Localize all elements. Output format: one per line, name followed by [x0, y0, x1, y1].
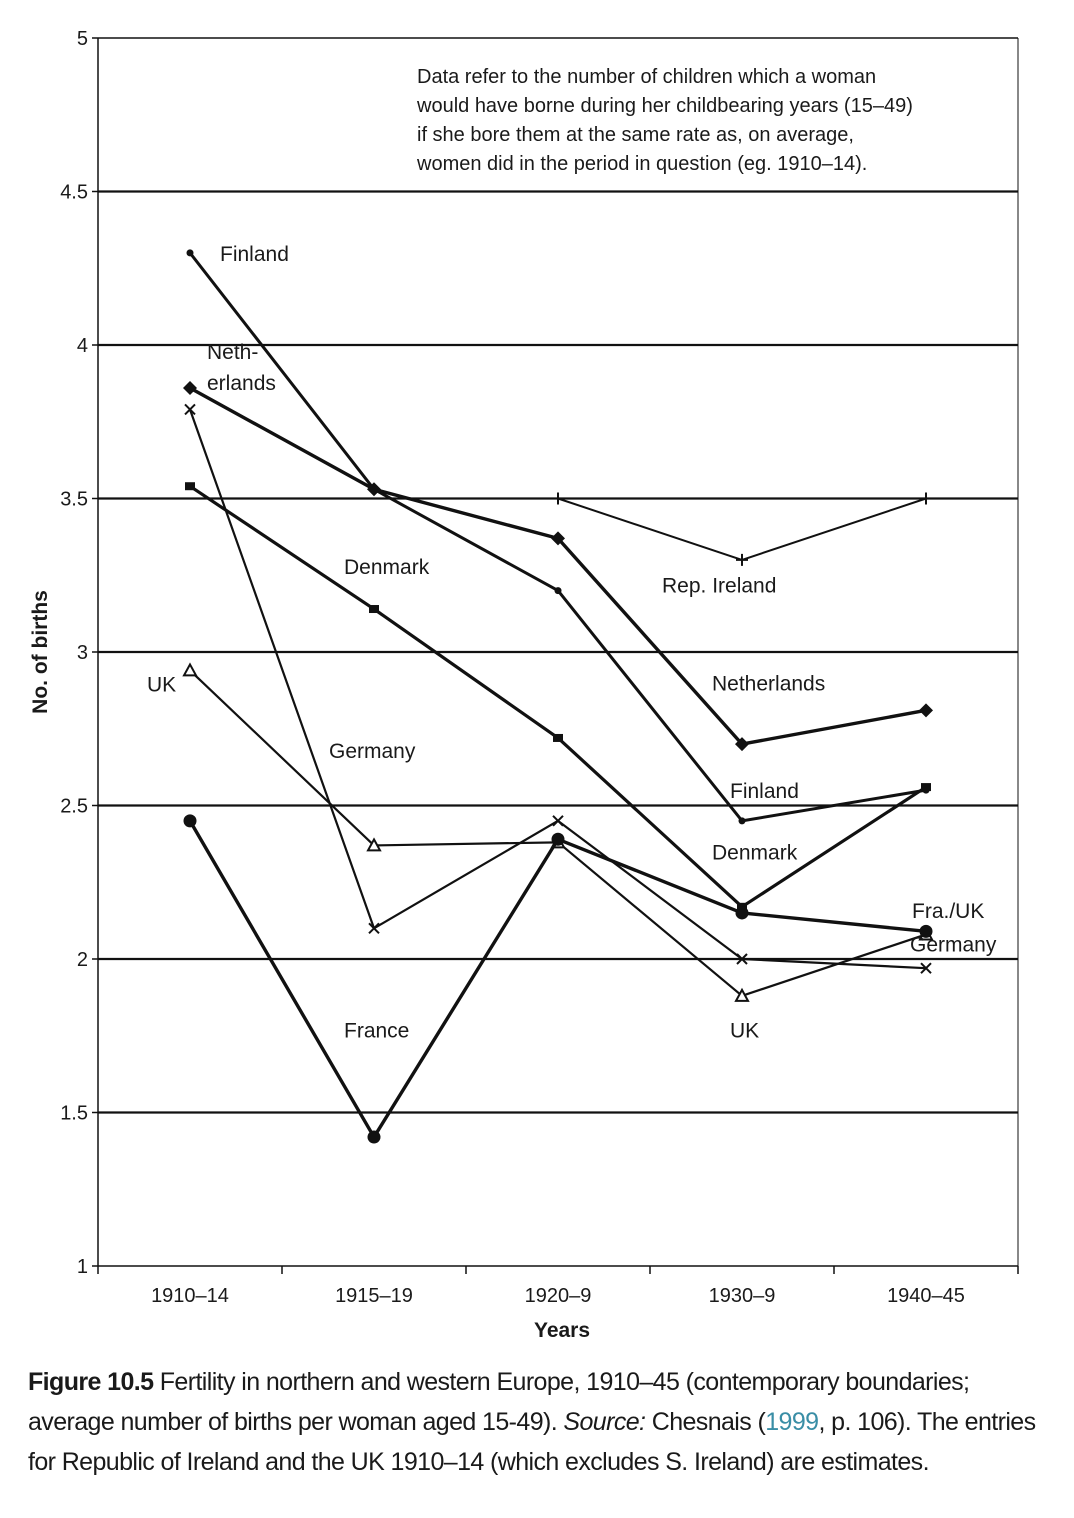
series-line-rep-ireland [557, 497, 927, 561]
series-line-france [188, 819, 927, 1139]
denmark-point [185, 482, 195, 491]
netherlands-point [919, 703, 933, 718]
germany-point [184, 403, 196, 416]
series-label: erlands [207, 372, 276, 395]
netherlands-point [183, 380, 197, 395]
uk-point [182, 662, 198, 677]
caption-source-label: Source: [563, 1408, 646, 1436]
series-netherlands [183, 380, 933, 752]
y-tick-label: 3 [77, 642, 88, 664]
y-axis-title: No. of births [29, 590, 52, 714]
series-label: Germany [329, 740, 416, 763]
denmark-point [369, 605, 379, 614]
y-tick-label: 5 [77, 28, 88, 50]
y-tick-label: 4 [77, 335, 88, 357]
y-ticks: 1 1.5 2 2.5 3 3.5 4 4.5 5 [60, 28, 98, 1278]
figure-caption: Figure 10.5 Fertility in northern and we… [28, 1362, 1048, 1482]
france-point [919, 924, 933, 938]
caption-citation-link[interactable]: 1999 [765, 1408, 819, 1436]
series-label: Neth- [207, 341, 258, 364]
netherlands-point [367, 482, 381, 497]
france-point [367, 1130, 381, 1144]
series-germany [184, 403, 932, 974]
france-point [735, 906, 749, 920]
x-axis-title: Years [534, 1319, 590, 1342]
fertility-line-chart: 11.522.533.544.55 1910–14 1915–19 1920–9 19… [29, 28, 1019, 1342]
series-rep-ireland [552, 492, 932, 566]
series-label: Rep. Ireland [662, 574, 776, 597]
series-label: UK [730, 1020, 759, 1043]
caption-text: Chesnais ( [645, 1408, 766, 1436]
caption-text: , p. 106). The entries for Republic of I… [28, 1408, 1036, 1476]
y-tick-label: 3.5 [60, 489, 88, 511]
x-tick-label: 1915–19 [335, 1285, 413, 1307]
figure-number: Figure 10.5 [28, 1368, 154, 1396]
rep-ireland-point [736, 553, 748, 566]
rep-ireland-point [552, 492, 564, 505]
series-lines [182, 249, 934, 1144]
series-label: France [344, 1020, 409, 1043]
gridlines [98, 37, 1018, 1114]
uk-point [734, 987, 750, 1002]
germany-point [920, 962, 932, 974]
series-france [183, 814, 933, 1144]
caption-text: Fertility in northern and western Europe… [28, 1368, 970, 1436]
finland-point [554, 587, 562, 595]
series-label: Fra./UK [912, 900, 984, 923]
finland-point [186, 249, 194, 257]
note-line: women did in the period in question (eg.… [416, 153, 867, 175]
denmark-point [553, 733, 563, 742]
series-label: Denmark [712, 842, 798, 865]
series-label: Finland [220, 243, 289, 266]
uk-point [366, 837, 382, 852]
france-point [551, 832, 565, 846]
y-tick-label: 1 [77, 1256, 88, 1278]
y-tick-label: 2.5 [60, 796, 88, 818]
note-line: Data refer to the number of children whi… [417, 66, 876, 88]
netherlands-point [735, 737, 749, 752]
y-tick-label: 1.5 [60, 1103, 88, 1125]
x-ticks: 1910–14 1915–19 1920–9 1930–9 1940–45 [97, 1266, 1019, 1307]
x-tick-label: 1910–14 [151, 1285, 229, 1307]
x-tick-label: 1920–9 [525, 1285, 592, 1307]
denmark-point [921, 783, 931, 792]
series-annotations: Finland Neth-erlands Denmark UK Germany Franc… [147, 243, 997, 1043]
series-label: Denmark [344, 556, 430, 579]
note-line: if she bore them at the same rate as, on… [417, 124, 854, 146]
germany-point [552, 815, 564, 827]
finland-point [738, 817, 746, 825]
chart-note: Data refer to the number of children whi… [416, 66, 913, 175]
germany-point [368, 922, 380, 935]
y-tick-label: 4.5 [60, 182, 88, 204]
y-tick-label: 2 [77, 949, 88, 971]
france-point [183, 814, 197, 828]
germany-point [736, 953, 748, 965]
note-line: would have borne during her childbearing… [416, 95, 913, 117]
x-tick-label: 1930–9 [709, 1285, 776, 1307]
series-label: Germany [910, 934, 997, 957]
series-label: UK [147, 674, 176, 697]
series-label: Netherlands [712, 673, 825, 696]
series-uk [182, 662, 934, 1002]
x-tick-label: 1940–45 [887, 1285, 965, 1307]
series-label: Finland [730, 780, 799, 803]
netherlands-point [551, 531, 565, 546]
rep-ireland-point [920, 492, 932, 505]
